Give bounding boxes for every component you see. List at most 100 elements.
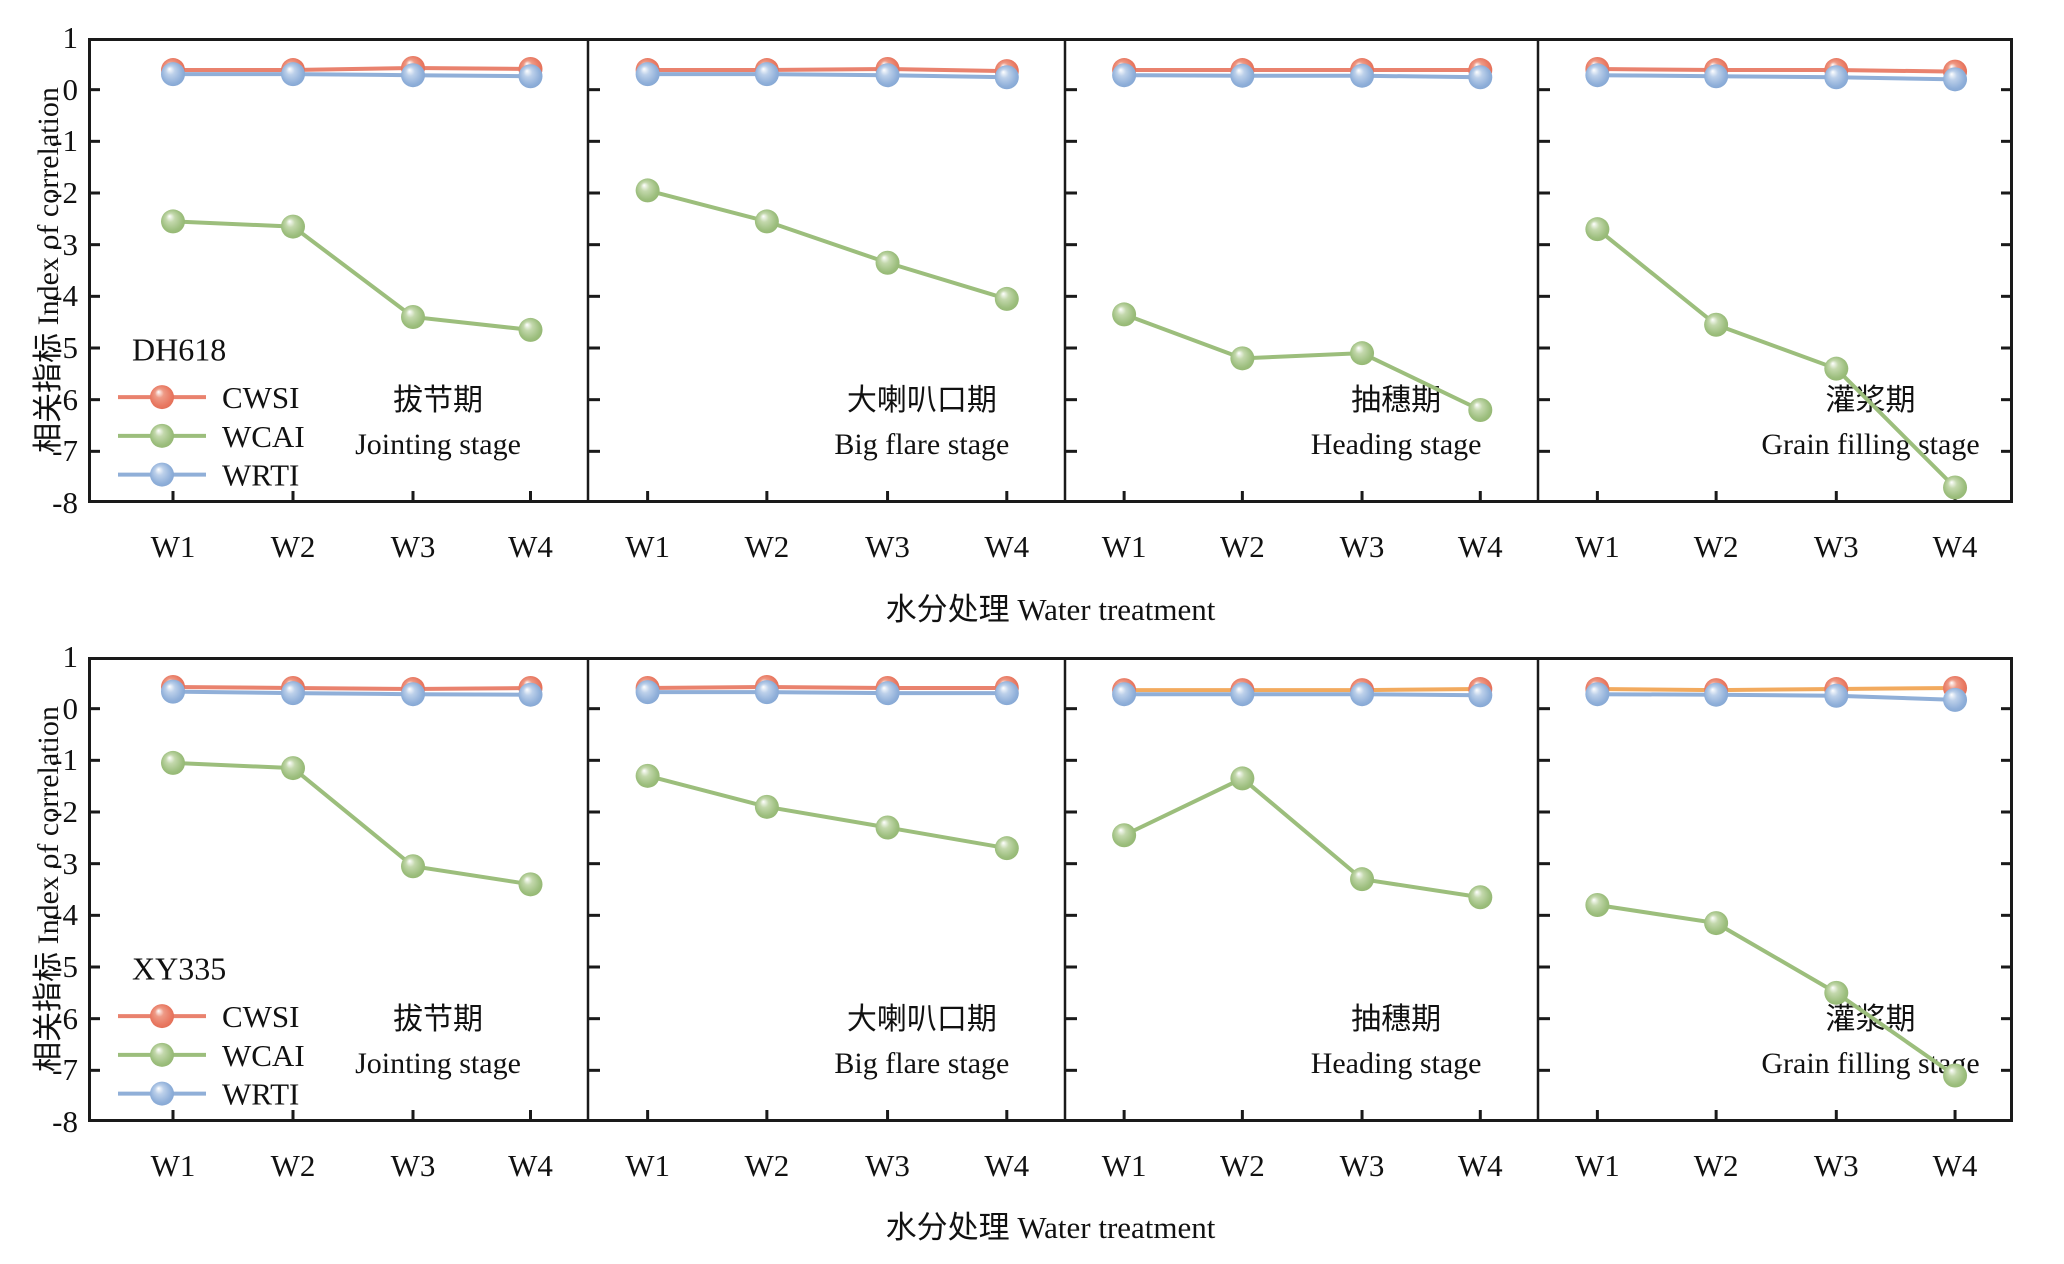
stage-label-zh: 灌浆期: [1826, 1003, 1916, 1036]
wrti-line: [1595, 692, 1958, 702]
wrti-marker: [635, 62, 660, 87]
x-tick-label: W4: [1458, 1148, 1503, 1183]
cwsi-line: [171, 65, 533, 73]
wrti-marker: [1468, 65, 1493, 90]
wcai-marker: [1230, 766, 1255, 791]
wcai-marker: [1468, 885, 1493, 910]
x-tick-label: W3: [391, 529, 436, 564]
wcai-marker: [1350, 341, 1375, 366]
wcai-marker: [1585, 893, 1610, 917]
wrti-marker: [1943, 687, 1968, 712]
wrti-line: [1595, 73, 1958, 82]
wcai-line: [171, 760, 533, 887]
variety-label: XY335: [132, 951, 226, 987]
wrti-marker: [161, 62, 185, 87]
wrti-marker: [875, 63, 900, 88]
wrti-marker: [401, 63, 425, 88]
wrti-marker: [1824, 683, 1849, 708]
wcai-marker: [754, 794, 779, 819]
cwsi-line: [645, 684, 1009, 690]
wrti-marker: [994, 65, 1019, 90]
wcai-marker: [1350, 867, 1375, 892]
wcai-line: [645, 188, 1009, 301]
x-tick-label: W2: [1220, 529, 1265, 564]
wrti-marker: [1112, 63, 1137, 88]
stage-label-zh: 大喇叭口期: [847, 384, 997, 417]
wrti-marker: [1943, 67, 1968, 92]
wcai-marker: [994, 836, 1019, 861]
stage-label-zh: 拔节期: [393, 384, 483, 417]
wrti-line: [645, 72, 1009, 80]
wcai-marker: [1704, 312, 1729, 337]
y-tick-label: -7: [52, 1052, 78, 1088]
wcai-marker: [1704, 911, 1729, 936]
wrti-marker: [1230, 682, 1255, 707]
wcai-line: [1122, 776, 1483, 900]
wrti-marker: [1824, 65, 1849, 90]
y-tick-label: 1: [62, 20, 79, 55]
wcai-marker: [1943, 1063, 1968, 1088]
wcai-marker: [161, 750, 185, 775]
stage-label-en: Heading stage: [1311, 1047, 1482, 1080]
wcai-marker: [1112, 302, 1137, 327]
x-tick-label: W4: [984, 529, 1029, 564]
x-axis-title-bottom: 水分处理 Water treatment: [885, 1210, 1216, 1245]
y-tick-label: -8: [52, 485, 78, 520]
wcai-marker: [875, 250, 900, 275]
y-tick-label: -6: [52, 1000, 78, 1036]
stage-label-zh: 抽穗期: [1351, 384, 1441, 417]
y-tick-label: -5: [52, 330, 78, 365]
wrti-marker: [1468, 683, 1493, 708]
x-tick-label: W4: [1458, 529, 1503, 564]
y-tick-label: -2: [52, 175, 78, 210]
x-tick-label: W1: [1575, 1148, 1620, 1183]
x-tick-label: W3: [1814, 529, 1859, 564]
x-tick-label: W1: [151, 529, 196, 564]
x-tick-label: W4: [1933, 529, 1978, 564]
x-tick-label: W4: [508, 529, 553, 564]
wrti-marker: [1704, 682, 1729, 707]
wcai-marker: [635, 763, 660, 788]
wcai-marker: [1824, 980, 1849, 1005]
y-tick-label: -5: [52, 949, 78, 984]
wrti-marker: [994, 681, 1019, 706]
x-tick-label: W4: [1933, 1148, 1978, 1183]
wrti-marker: [1230, 63, 1255, 88]
stage-label-en: Big flare stage: [834, 428, 1009, 461]
x-tick-label: W2: [1694, 1148, 1739, 1183]
y-tick-label: -1: [52, 123, 78, 159]
x-tick-label: W3: [865, 1148, 910, 1183]
x-tick-label: W1: [1102, 1148, 1147, 1183]
legend-item-label: WCAI: [222, 1038, 305, 1073]
wrti-line: [171, 72, 533, 79]
wrti-marker: [1585, 682, 1610, 707]
cwsi-line: [1595, 67, 1958, 74]
cwsi-line: [1122, 687, 1483, 693]
y-tick-label: -2: [52, 794, 78, 829]
stage-label-en: Big flare stage: [834, 1047, 1009, 1080]
legend-wcai-marker: [150, 1042, 174, 1067]
x-tick-label: W1: [151, 1148, 196, 1183]
stage-label-zh: 拔节期: [393, 1003, 483, 1036]
x-tick-label: W1: [1575, 529, 1620, 564]
x-tick-label: W2: [744, 1148, 789, 1183]
wcai-marker: [281, 214, 305, 239]
row-plot-svg: W1 W2 W3 W4 拔节期 Jointing stage XY335 CWSI WCAI WR…: [88, 657, 2013, 1183]
wrti-marker: [1112, 682, 1137, 707]
wrti-line: [171, 689, 533, 697]
y-tick-label: -7: [52, 433, 78, 469]
wrti-marker: [518, 64, 543, 89]
x-tick-label: W2: [271, 1148, 316, 1183]
y-tick-label: -4: [52, 278, 78, 314]
wrti-marker: [401, 682, 425, 707]
wcai-marker: [281, 756, 305, 781]
y-tick-label: 1: [62, 639, 79, 674]
x-tick-label: W2: [271, 529, 316, 564]
y-tick-label: -3: [52, 845, 78, 881]
x-tick-label: W3: [865, 529, 910, 564]
wcai-line: [1122, 312, 1483, 412]
wrti-line: [1122, 73, 1483, 80]
wrti-line: [1122, 692, 1483, 698]
wrti-marker: [281, 62, 305, 87]
